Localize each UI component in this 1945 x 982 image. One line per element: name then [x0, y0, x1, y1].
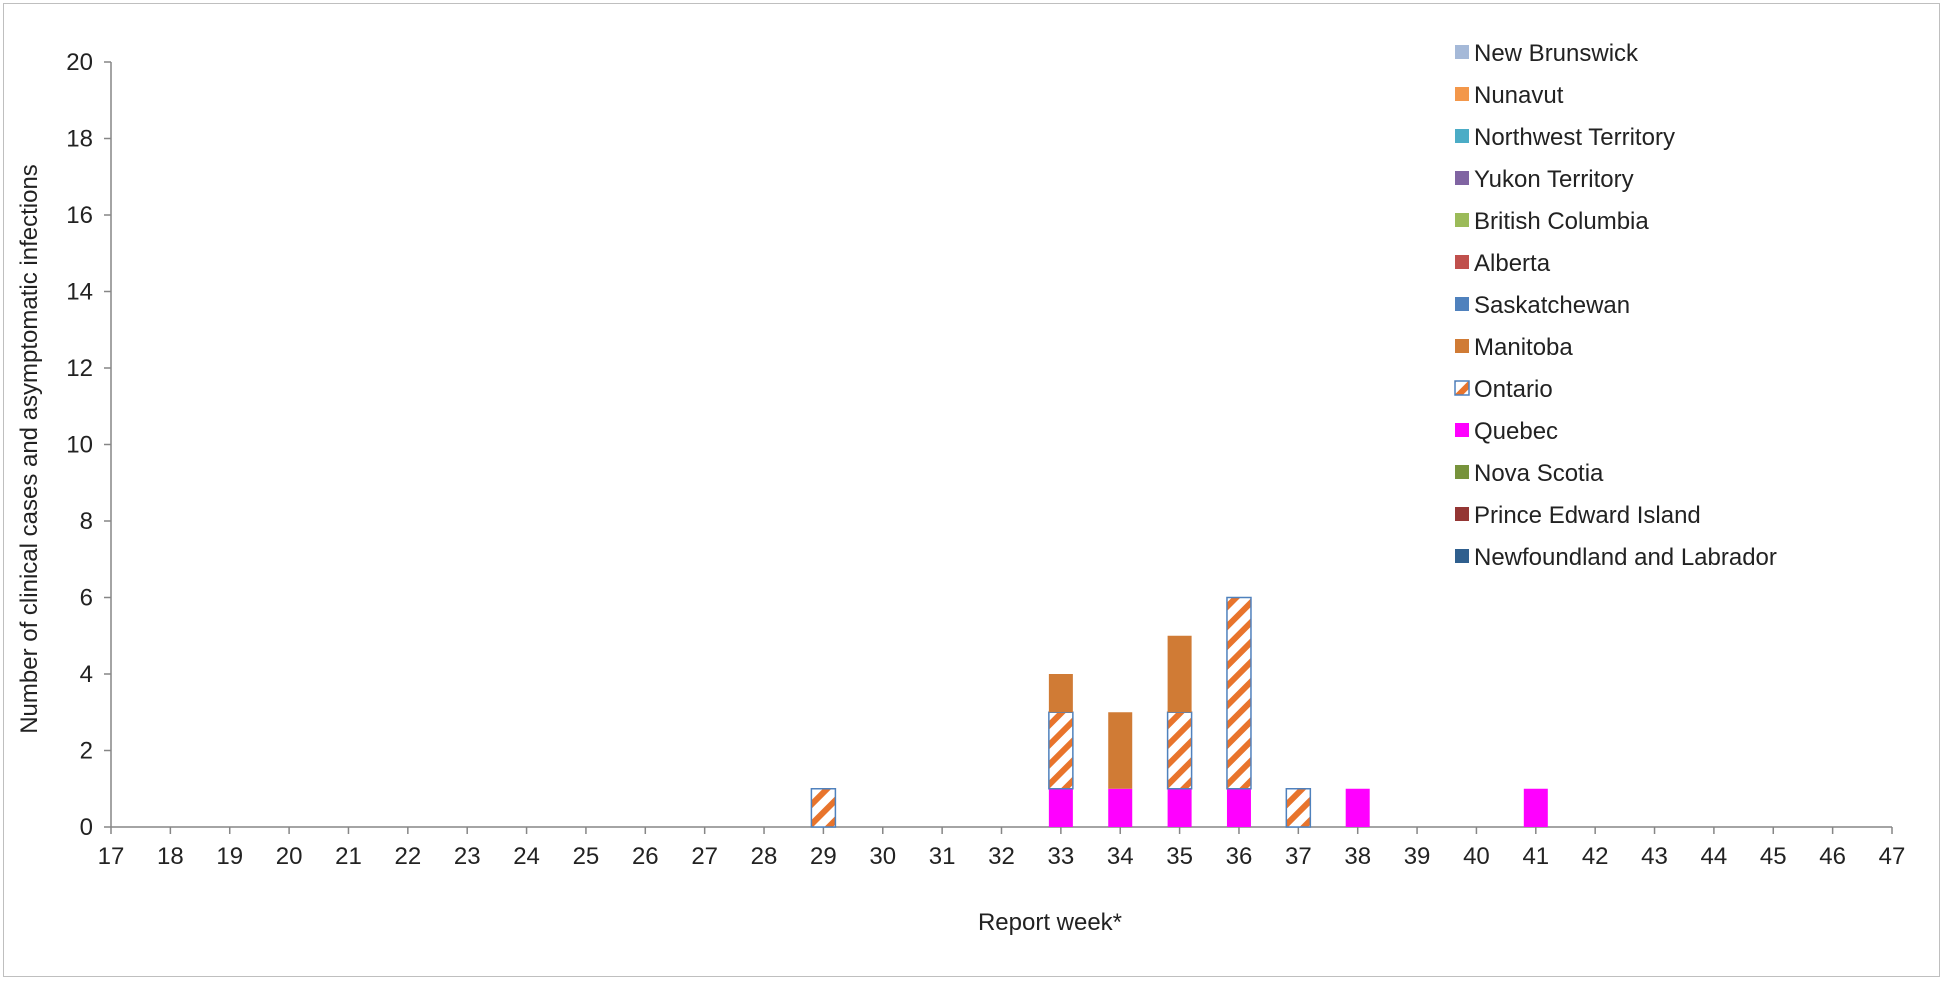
legend-swatch: [1455, 549, 1469, 563]
x-tick-label: 24: [513, 843, 540, 870]
legend-swatch: [1455, 213, 1469, 227]
legend-label: Ontario: [1474, 376, 1553, 403]
x-tick-label: 29: [810, 843, 837, 870]
y-tick-label: 16: [66, 202, 93, 229]
legend-label: Manitoba: [1474, 334, 1573, 361]
x-tick-label: 45: [1760, 843, 1787, 870]
bar-ontario: [1226, 596, 1252, 790]
x-tick-label: 30: [869, 843, 896, 870]
legend: New Brunswick Nunavut Northwest Territory Y…: [1454, 40, 1777, 571]
x-tick-label: 17: [98, 843, 125, 870]
legend-label: Northwest Territory: [1474, 124, 1675, 151]
x-tick-label: 47: [1879, 843, 1906, 870]
x-tick-label: 19: [216, 843, 243, 870]
y-tick-label: 0: [80, 814, 93, 841]
legend-swatch: [1455, 45, 1469, 59]
legend-label: British Columbia: [1474, 208, 1649, 235]
x-tick-label: 41: [1522, 843, 1549, 870]
legend-swatch: [1455, 465, 1469, 479]
x-tick-label: 28: [751, 843, 778, 870]
legend-label: Yukon Territory: [1474, 166, 1634, 193]
x-tick-label: 38: [1344, 843, 1371, 870]
chart-frame: 0 2 4 6 8 10 12 14 16 18 20 17 18 19 20 21 22 23 24 25 26 27 2…: [3, 3, 1940, 977]
y-tick-label: 18: [66, 126, 93, 153]
bar-manitoba: [1167, 635, 1192, 713]
x-tick-label: 18: [157, 843, 184, 870]
x-tick-label: 35: [1166, 843, 1193, 870]
bar-ontario: [1285, 788, 1312, 828]
x-tick-label: 25: [573, 843, 600, 870]
legend-label: Nova Scotia: [1474, 460, 1604, 487]
bar-ontario: [1166, 711, 1193, 790]
legend-label: Saskatchewan: [1474, 292, 1630, 319]
y-tick-label: 20: [66, 49, 93, 76]
legend-swatch: [1455, 423, 1469, 437]
y-tick-label: 4: [80, 661, 93, 688]
x-tick-label: 32: [988, 843, 1015, 870]
legend-swatch: [1455, 339, 1469, 353]
y-tick-label: 10: [66, 432, 93, 459]
legend-swatch: [1455, 87, 1469, 101]
x-tick-label: 22: [394, 843, 421, 870]
legend-label: Prince Edward Island: [1474, 502, 1701, 529]
legend-swatch: [1454, 380, 1470, 396]
y-tick-label: 12: [66, 355, 93, 382]
x-tick-label: 42: [1582, 843, 1609, 870]
x-tick-label: 40: [1463, 843, 1490, 870]
legend-label: New Brunswick: [1474, 40, 1639, 67]
legend-swatch: [1455, 297, 1469, 311]
x-tick-label: 33: [1048, 843, 1075, 870]
y-tick-label: 2: [80, 738, 93, 765]
legend-swatch: [1455, 255, 1469, 269]
x-tick-label: 20: [276, 843, 303, 870]
x-tick-label: 21: [335, 843, 362, 870]
y-tick-label: 14: [66, 279, 93, 306]
x-tick-label: 46: [1819, 843, 1846, 870]
bar-quebec: [1523, 788, 1548, 827]
legend-swatch: [1455, 507, 1469, 521]
y-axis-title: Number of clinical cases and asymptomati…: [16, 164, 43, 734]
bar-quebec: [1108, 788, 1133, 827]
x-tick-label: 36: [1226, 843, 1253, 870]
x-tick-label: 44: [1701, 843, 1728, 870]
y-tick-label: 8: [80, 508, 93, 535]
y-tick-label: 6: [80, 585, 93, 612]
x-tick-label: 37: [1285, 843, 1312, 870]
bar-quebec: [1226, 788, 1251, 827]
legend-swatch: [1455, 129, 1469, 143]
x-axis-title: Report week*: [978, 909, 1122, 936]
bars: [810, 596, 1548, 828]
legend-label: Nunavut: [1474, 82, 1564, 109]
x-tick-label: 43: [1641, 843, 1668, 870]
x-tick-label: 23: [454, 843, 481, 870]
legend-label: Newfoundland and Labrador: [1474, 544, 1777, 571]
x-tick-label: 26: [632, 843, 659, 870]
bar-ontario: [1048, 711, 1074, 790]
bar-quebec: [1345, 788, 1370, 827]
x-tick-label: 27: [691, 843, 718, 870]
bar-manitoba: [1048, 674, 1073, 713]
x-tick-label: 31: [929, 843, 956, 870]
bar-quebec: [1167, 788, 1192, 827]
legend-label: Quebec: [1474, 418, 1558, 445]
bar-ontario: [810, 788, 837, 828]
x-tick-label: 39: [1404, 843, 1431, 870]
legend-label: Alberta: [1474, 250, 1551, 277]
x-tick-label: 34: [1107, 843, 1134, 870]
legend-swatch: [1455, 171, 1469, 185]
bar-quebec: [1048, 788, 1073, 827]
bar-manitoba: [1108, 712, 1133, 789]
